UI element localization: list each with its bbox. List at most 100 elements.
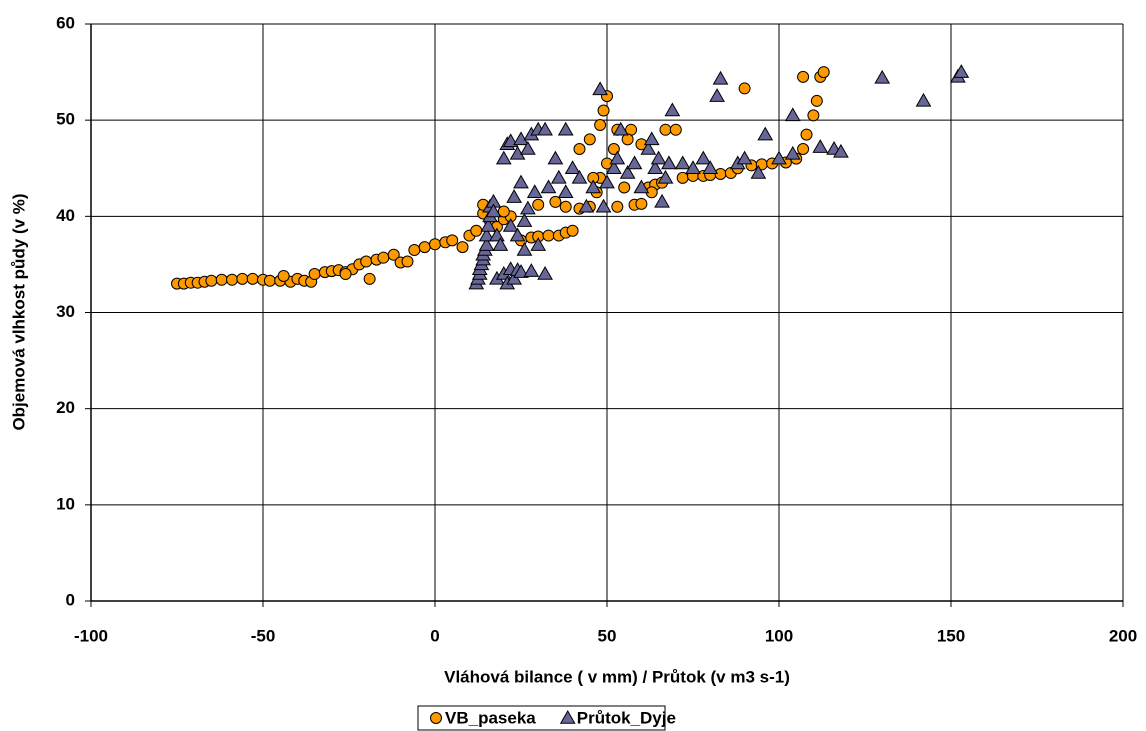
data-point [609,150,626,165]
data-point [537,121,553,136]
data-point [685,160,701,174]
data-point [547,150,564,165]
data-point [585,179,602,194]
legend-marker [559,709,576,724]
data-point [246,272,259,285]
x-tick-label: 100 [765,626,793,645]
data-point [456,241,469,254]
data-point [226,273,239,286]
data-point [418,241,431,254]
data-point [674,155,691,170]
data-point [611,200,624,213]
data-point [607,143,620,156]
data-point [810,94,823,107]
data-point [635,197,648,210]
data-point [702,160,719,174]
data-point [797,143,810,156]
data-point [797,70,810,83]
data-point [408,243,421,256]
data-point [520,141,536,155]
data-point [492,237,509,251]
data-point [339,268,352,281]
x-tick-label: 200 [1109,626,1137,645]
data-point [771,150,787,165]
data-point [497,205,510,218]
data-point [953,64,970,78]
x-tick-label: -100 [74,626,108,645]
data-point [277,269,290,282]
data-point [540,179,557,194]
y-tick-label: 60 [56,13,75,32]
data-point [502,217,519,232]
data-point [401,255,414,268]
data-point [659,123,672,136]
x-tick-label: 50 [598,626,617,645]
data-point [542,229,555,242]
data-point [597,104,610,117]
data-point [650,150,667,165]
data-point [377,251,390,264]
data-point [308,268,321,281]
data-point [633,179,650,194]
data-point [530,237,547,251]
data-point [800,128,813,141]
data-point [619,165,636,179]
data-point [709,88,725,102]
data-point [485,203,502,218]
x-tick-label: -50 [251,626,276,645]
data-point [564,160,581,174]
data-point [537,266,553,280]
y-tick-label: 0 [66,590,75,609]
data-point [676,171,689,184]
data-point [578,198,595,213]
x-axis-title: Vláhová bilance ( v mm) / Průtok (v m3 s… [444,667,790,686]
data-point [215,273,228,286]
data-point [526,184,543,199]
data-point [446,234,459,247]
data-point [478,237,495,251]
data-point [661,155,677,170]
data-point [263,274,276,287]
data-point [363,272,376,285]
data-point [669,123,682,136]
data-point [429,238,441,251]
data-point [643,131,660,146]
data-point [571,169,588,184]
x-tick-label: 150 [937,626,965,645]
data-point [205,274,218,287]
data-point [654,193,670,208]
data-point [573,143,586,156]
data-point [592,81,608,96]
data-point [595,198,612,213]
legend-label: Průtok_Dyje [577,708,676,727]
data-point [480,217,497,232]
data-point [583,133,596,146]
data-point [714,168,727,181]
data-point [618,181,631,194]
y-tick-label: 50 [56,110,75,129]
data-point [360,255,373,268]
data-point [915,92,932,107]
data-point [557,184,574,199]
data-point [817,66,830,79]
data-point [550,169,567,184]
data-point [807,109,820,122]
data-point [874,69,891,84]
data-point [750,165,767,179]
data-point [557,121,574,136]
data-point [664,102,681,117]
data-point [594,118,607,131]
y-tick-label: 40 [56,206,75,225]
data-point [478,227,495,242]
data-point [833,143,849,158]
data-point [738,82,751,95]
data-point [513,174,529,189]
data-point [626,155,643,170]
legend-box [417,705,666,731]
data-point [695,150,712,165]
x-tick-label: 0 [430,626,439,645]
data-point [516,241,533,256]
data-point [784,145,801,160]
